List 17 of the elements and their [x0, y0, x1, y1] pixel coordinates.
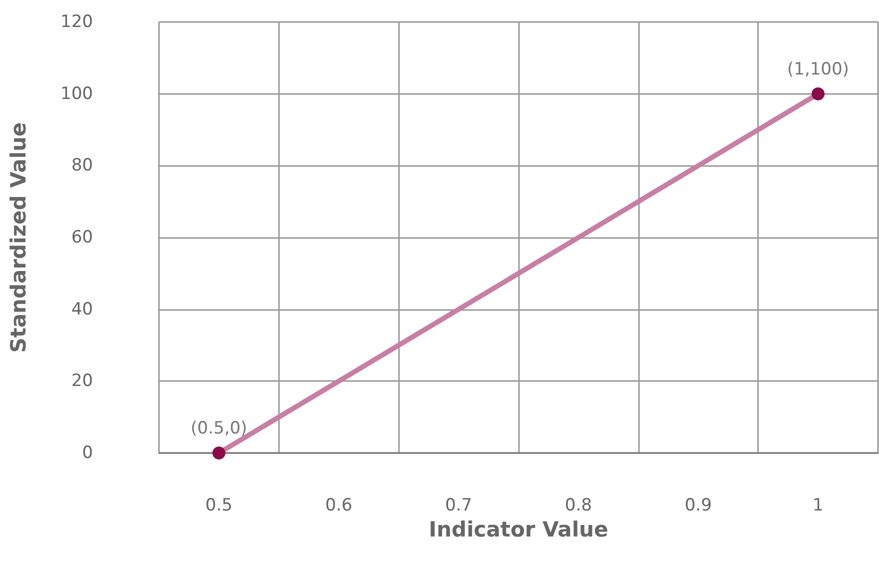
y-tick-label: 120: [60, 12, 93, 32]
y-tick-label: 80: [71, 156, 93, 176]
x-tick-label: 0.7: [445, 496, 472, 516]
y-axis-title: Standardized Value: [6, 122, 30, 353]
x-tick-label: 1: [812, 496, 824, 516]
annotation: (1,100): [787, 59, 850, 80]
y-tick-label: 20: [71, 371, 93, 392]
y-tick-label: 0: [82, 443, 93, 463]
y-tick-label: 40: [71, 299, 93, 320]
annotation: (0.5,0): [190, 418, 248, 438]
x-axis-title: Indicator Value: [428, 518, 608, 542]
x-tick-label: 0.5: [205, 496, 232, 516]
x-tick-label: 0.6: [325, 496, 352, 516]
x-tick-label: 0.8: [564, 496, 592, 516]
y-tick-label: 60: [71, 228, 93, 248]
y-tick-label: 100: [60, 84, 93, 104]
x-tick-label: 0.9: [684, 496, 712, 516]
